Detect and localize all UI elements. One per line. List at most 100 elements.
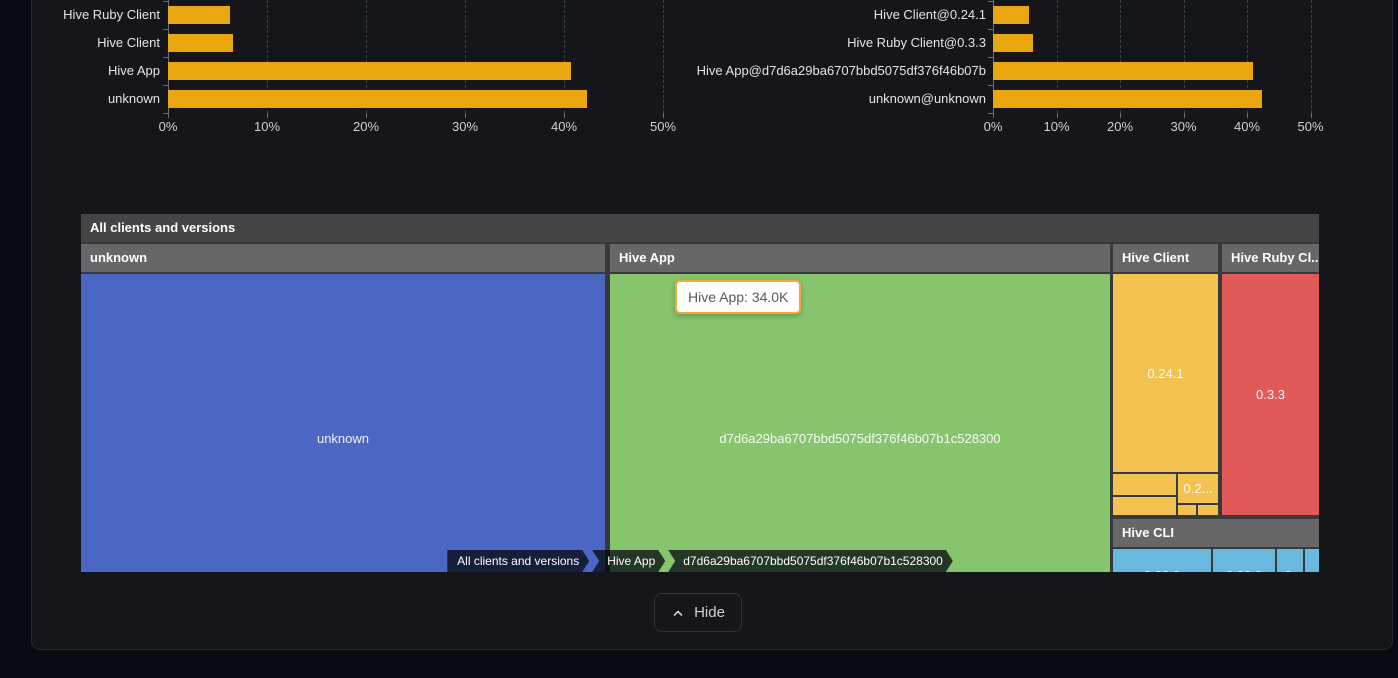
gridline (1247, 0, 1248, 113)
treemap-tooltip: Hive App: 34.0K (675, 280, 802, 314)
x-tick-label: 50% (649, 119, 677, 134)
treemap-cell-hive-client-1[interactable] (1113, 474, 1176, 495)
x-tick-mark (1056, 113, 1058, 118)
gridline (366, 0, 367, 113)
treemap-cell-hive-client-2[interactable]: 0.2... (1178, 474, 1218, 503)
y-axis-line (168, 0, 169, 113)
treemap-cell-label: unknown (316, 430, 370, 446)
gridline (1120, 0, 1121, 113)
x-tick-label: 20% (1106, 119, 1134, 134)
y-tick-mark (988, 57, 993, 58)
x-tick-label: 40% (550, 119, 578, 134)
treemap-cell-label: 0.2... (1183, 481, 1213, 496)
hide-button[interactable]: Hide (654, 593, 742, 632)
y-tick-mark (988, 85, 993, 86)
breadcrumb-item[interactable]: Hive App (592, 550, 665, 572)
treemap-cell-hive-app-0[interactable]: d7d6a29ba6707bbd5075df376f46b07b1c528300 (610, 274, 1110, 572)
hide-button-label: Hide (694, 604, 725, 621)
x-tick-mark (465, 113, 466, 118)
bar-unknown[interactable] (168, 90, 587, 108)
gridline (663, 0, 664, 113)
breadcrumb-item[interactable]: d7d6a29ba6707bbd5075df376f46b07b1c528300 (668, 550, 953, 572)
y-tick-mark (163, 113, 168, 114)
y-tick-mark (163, 1, 168, 2)
bar-hive-client-0-24-1[interactable] (993, 6, 1030, 24)
x-tick-label: 30% (451, 119, 479, 134)
treemap-cell-unknown-0[interactable]: unknown (81, 274, 605, 572)
treemap-cell-hive-client-3[interactable] (1113, 497, 1176, 515)
bar-hive-ruby-client[interactable] (168, 6, 231, 24)
treemap-section-header-hive-cli[interactable]: Hive CLI (1113, 519, 1319, 547)
gridline (1183, 0, 1185, 113)
treemap-cell-hive-cli-1[interactable]: 0.23.0 (1213, 549, 1275, 572)
category-label: Hive App@d7d6a29ba6707bbd5075df376f46b07… (696, 63, 986, 78)
bar-hive-app[interactable] (168, 62, 571, 80)
x-tick-label: 40% (1233, 119, 1261, 134)
treemap-section-header-hive-client[interactable]: Hive Client (1113, 244, 1218, 272)
treemap-section-header-hive-ruby-client[interactable]: Hive Ruby Cl... (1222, 244, 1319, 272)
treemap-cell-hive-client-4[interactable] (1178, 505, 1196, 515)
x-tick-label: 20% (352, 119, 380, 134)
treemap-cell-hive-client-0[interactable]: 0.24.1 (1113, 274, 1218, 472)
treemap-cell-hive-cli-3[interactable] (1305, 549, 1319, 572)
x-tick-label: 10% (1043, 119, 1070, 134)
category-label: unknown (107, 91, 160, 106)
x-tick-label: 0% (158, 119, 178, 134)
category-label: Hive Client@0.24.1 (873, 7, 986, 22)
x-tick-mark (366, 113, 367, 118)
client-versions-bar-chart: 0% 10% 20% 30% 40% 50% Hive Client@0.24.1 Hive … (0, 0, 1398, 140)
bar-hive-ruby-client-0-3-3[interactable] (993, 34, 1033, 52)
x-tick-mark (993, 113, 994, 118)
category-label: unknown@unknown (868, 91, 986, 106)
category-label: Hive Ruby Client@0.3.3 (847, 35, 986, 50)
x-tick-mark (1120, 113, 1121, 118)
bar-hive-client[interactable] (168, 34, 234, 52)
treemap-cell-label: 0.23.0 (1144, 568, 1180, 572)
y-axis-line (993, 0, 994, 113)
y-tick-mark (163, 57, 168, 58)
breadcrumb: All clients and versions Hive App d7d6a29b… (447, 550, 953, 572)
y-tick-mark (163, 29, 168, 30)
treemap-cell-hive-ruby-client-0[interactable]: 0.3.3 (1222, 274, 1319, 515)
treemap-title[interactable]: All clients and versions (81, 214, 1319, 242)
breadcrumb-item[interactable]: All clients and versions (447, 550, 589, 572)
category-label: Hive Ruby Client (63, 7, 160, 22)
gridline (1310, 0, 1312, 113)
x-tick-mark (564, 113, 565, 118)
x-tick-mark (168, 113, 169, 118)
treemap-section-header-unknown[interactable]: unknown (81, 244, 605, 272)
x-tick-label: 0% (983, 119, 1003, 134)
treemap-cell-hive-cli-2[interactable]: 0. (1277, 549, 1303, 572)
y-tick-mark (988, 29, 993, 30)
chevron-up-icon (671, 606, 685, 620)
x-tick-mark (267, 113, 268, 118)
gridline (267, 0, 268, 113)
treemap-cell-label: 0. (1285, 568, 1296, 572)
treemap-section-header-hive-app[interactable]: Hive App (610, 244, 1110, 272)
y-tick-mark (163, 85, 168, 86)
bar-unknown-unknown[interactable] (993, 90, 1263, 108)
y-tick-mark (988, 1, 993, 2)
treemap-cell-hive-client-5[interactable] (1198, 505, 1218, 515)
y-tick-mark (988, 113, 993, 114)
treemap-cell-label: d7d6a29ba6707bbd5075df376f46b07b1c528300 (719, 430, 1001, 446)
x-tick-label: 30% (1170, 119, 1197, 134)
treemap-cell-label: 0.3.3 (1256, 387, 1285, 402)
category-label: Hive Client (97, 35, 160, 50)
category-label: Hive App (107, 63, 160, 78)
x-tick-label: 10% (253, 119, 281, 134)
gridline (1056, 0, 1058, 113)
treemap-cell-hive-cli-0[interactable]: 0.23.0 (1113, 549, 1211, 572)
bar-hive-app-d7d6a29ba6707bbd5075d[interactable] (993, 62, 1253, 80)
x-tick-mark (1310, 113, 1312, 118)
x-tick-label: 50% (1297, 119, 1324, 134)
gridline (564, 0, 565, 113)
treemap-cell-label: 0.24.1 (1147, 365, 1184, 381)
x-tick-mark (663, 113, 664, 118)
x-tick-mark (1247, 113, 1248, 118)
treemap-cell-label: 0.23.0 (1226, 568, 1262, 572)
clients-bar-chart: 0% 10% 20% 30% 40% 50% Hive Ruby Client Hive Cl… (0, 0, 1398, 140)
clients-treemap: All clients and versions unknown unknown H… (81, 214, 1319, 572)
x-tick-mark (1183, 113, 1185, 118)
